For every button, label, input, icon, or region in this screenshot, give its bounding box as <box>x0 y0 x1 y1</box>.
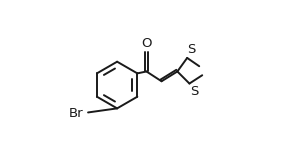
Text: O: O <box>141 37 152 50</box>
Text: S: S <box>187 43 196 56</box>
Text: S: S <box>190 85 198 98</box>
Text: Br: Br <box>69 107 83 120</box>
